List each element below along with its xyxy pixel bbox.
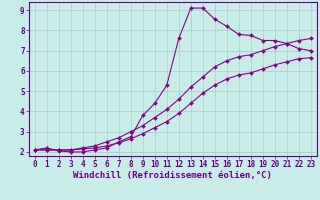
X-axis label: Windchill (Refroidissement éolien,°C): Windchill (Refroidissement éolien,°C) — [73, 171, 272, 180]
